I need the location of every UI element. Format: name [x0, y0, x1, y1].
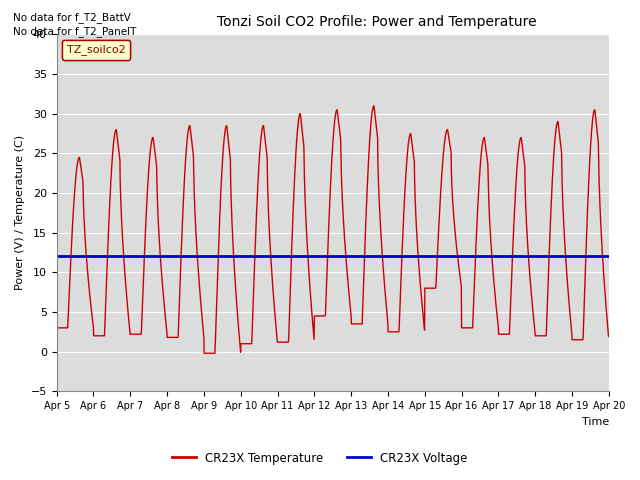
Text: No data for f_T2_BattV: No data for f_T2_BattV [13, 12, 131, 23]
X-axis label: Time: Time [582, 417, 609, 427]
Text: No data for f_T2_PanelT: No data for f_T2_PanelT [13, 26, 136, 37]
Legend: CR23X Temperature, CR23X Voltage: CR23X Temperature, CR23X Voltage [168, 447, 472, 469]
Legend: TZ_soilco2: TZ_soilco2 [62, 40, 130, 60]
Title: Tonzi Soil CO2 Profile: Power and Temperature: Tonzi Soil CO2 Profile: Power and Temper… [217, 15, 537, 29]
Y-axis label: Power (V) / Temperature (C): Power (V) / Temperature (C) [15, 135, 25, 290]
